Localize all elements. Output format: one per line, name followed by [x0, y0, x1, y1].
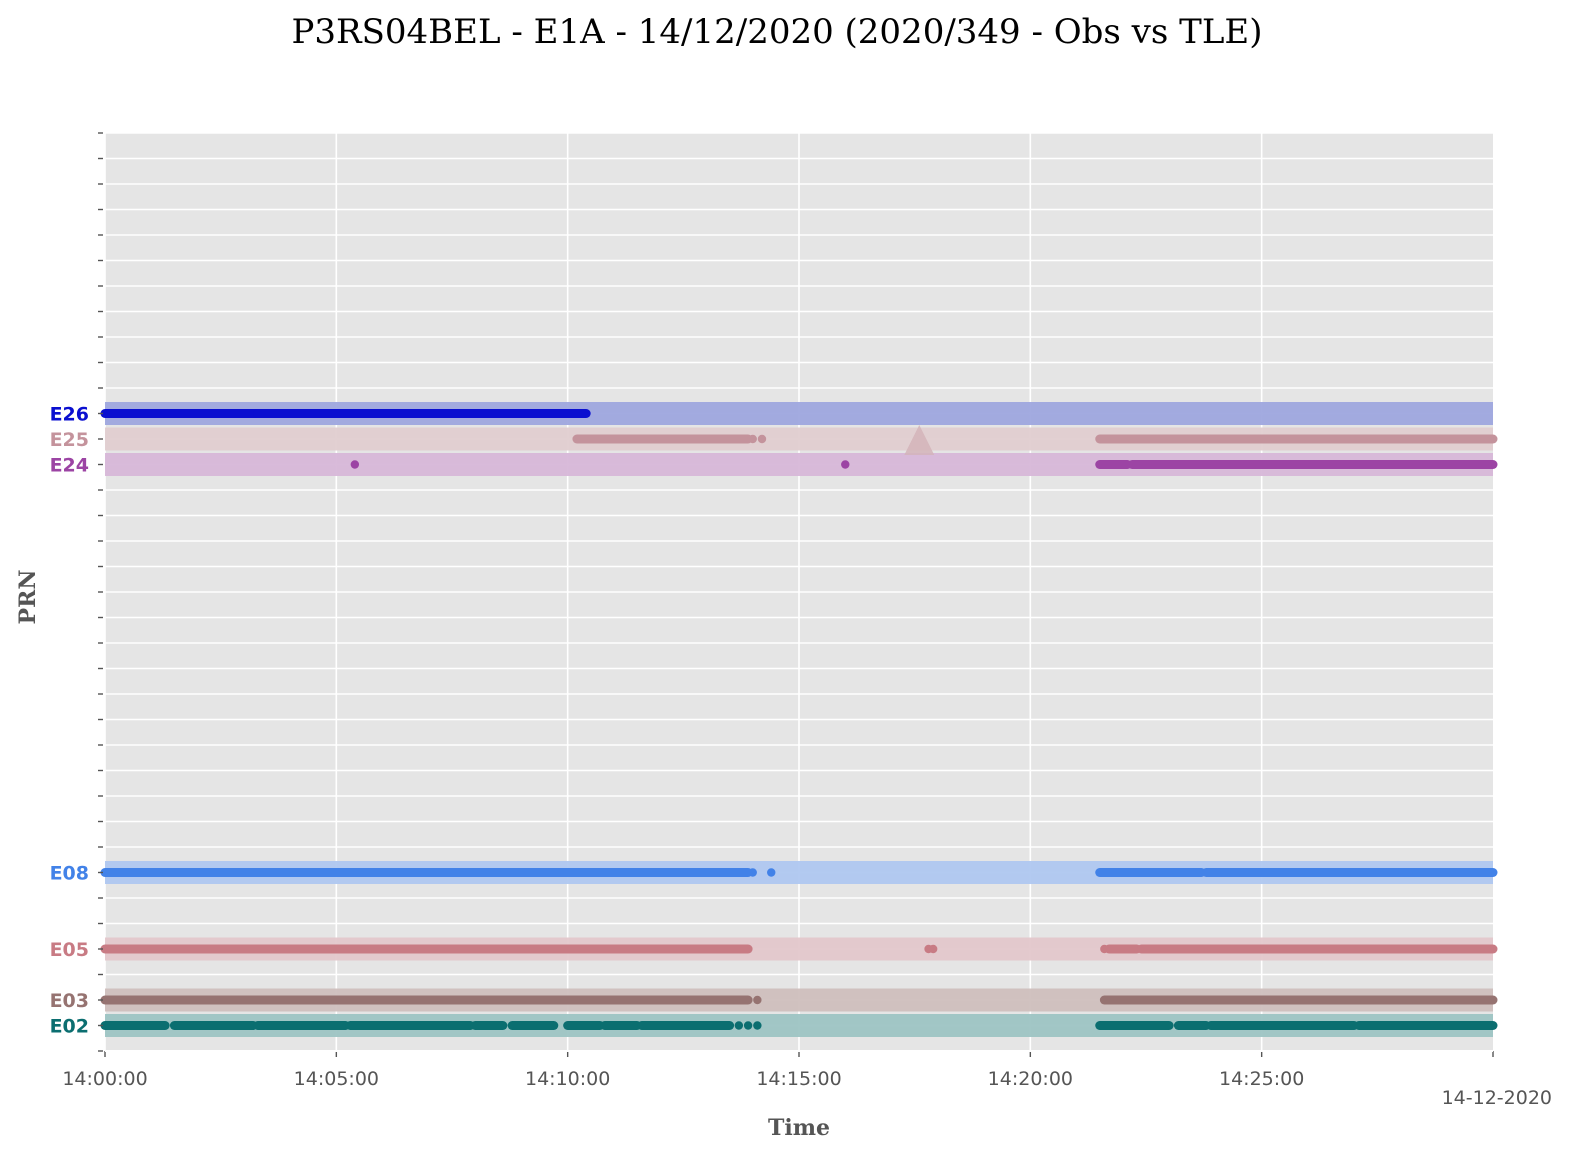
x-tick-label: 14:10:00 — [525, 1068, 610, 1090]
prn-label-e25: E25 — [50, 429, 89, 451]
obs-point-e05 — [1100, 944, 1109, 954]
x-tick-label: 14:15:00 — [756, 1068, 841, 1090]
tle-band-e05 — [105, 937, 1493, 961]
tle-band-e26 — [105, 402, 1493, 425]
obs-point-e02 — [753, 1021, 762, 1030]
obs-point-e08 — [767, 868, 776, 877]
prn-label-e24: E24 — [50, 455, 89, 477]
obs-point-e08 — [748, 868, 757, 877]
prn-label-e08: E08 — [50, 863, 89, 885]
prn-label-e05: E05 — [50, 939, 89, 961]
obs-point-e24 — [350, 460, 360, 469]
x-tick-label: 14:00:00 — [62, 1068, 147, 1090]
obs-point-e02 — [734, 1021, 744, 1030]
chart-title: P3RS04BEL - E1A - 14/12/2020 (2020/349 -… — [292, 12, 1263, 52]
tle-band-e25 — [105, 427, 1493, 451]
obs-point-e25 — [748, 434, 757, 444]
tle-marker-e25 — [904, 425, 935, 455]
observation-marks — [100, 409, 1498, 1030]
obs-point-e24 — [841, 460, 850, 469]
prn-label-e02: E02 — [50, 1016, 89, 1038]
tle-bands — [105, 402, 1493, 1037]
prn-labels: E02 E03 E05 E08 E24 E25 E26 — [50, 404, 89, 1038]
date-label: 14-12-2020 — [1442, 1087, 1552, 1109]
tle-band-e24 — [105, 453, 1493, 476]
x-tick-label: 14:25:00 — [1219, 1068, 1304, 1090]
y-ticks — [98, 132, 103, 1052]
x-ticks: 14:00:00 14:05:00 14:10:00 14:15:00 14:20:00… — [62, 1050, 1494, 1090]
obs-point-e25 — [757, 434, 767, 444]
tle-band-e02 — [105, 1014, 1493, 1037]
vertical-gridlines — [104, 133, 1263, 1051]
prn-label-e03: E03 — [50, 990, 89, 1012]
x-axis-label: Time — [768, 1115, 830, 1141]
y-axis-label: PRN — [15, 570, 41, 625]
tle-band-e08 — [105, 861, 1493, 884]
x-tick-label: 14:20:00 — [988, 1068, 1073, 1090]
prn-label-e26: E26 — [50, 404, 89, 426]
obs-point-e02 — [743, 1021, 753, 1030]
tle-band-e03 — [105, 988, 1493, 1012]
obs-point-e05 — [928, 944, 938, 954]
x-tick-label: 14:05:00 — [294, 1068, 379, 1090]
obs-point-e03 — [753, 995, 762, 1005]
